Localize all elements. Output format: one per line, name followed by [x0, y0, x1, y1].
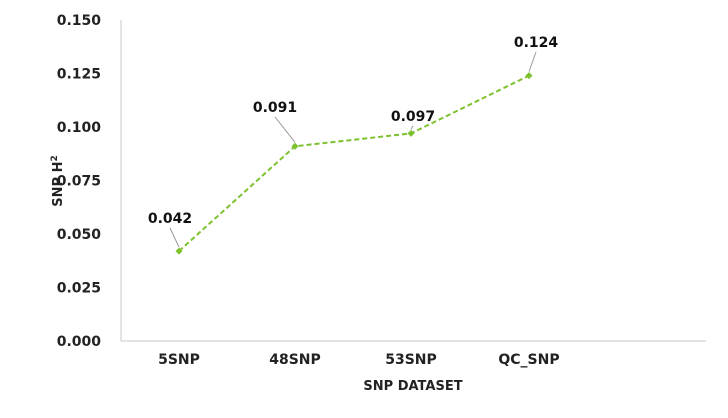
- x-tick-label: QC_SNP: [498, 352, 559, 368]
- data-point-marker: [526, 72, 533, 79]
- y-axis-title-superscript: 2: [50, 155, 60, 161]
- y-tick-label: 0.150: [57, 13, 102, 29]
- y-tick-label: 0.100: [57, 120, 102, 136]
- x-tick-label: 5SNP: [158, 352, 200, 368]
- x-axis: 5SNP 48SNP 53SNP QC_SNP: [121, 341, 706, 368]
- x-axis-title: SNP DATASET: [363, 379, 462, 394]
- data-point-marker: [408, 130, 415, 137]
- data-label: 0.124: [514, 35, 559, 51]
- x-tick-label: 48SNP: [269, 352, 321, 368]
- series-line-group: [176, 72, 533, 254]
- y-axis-title: SNP H2: [50, 155, 66, 206]
- data-label: 0.091: [253, 100, 297, 116]
- y-tick-label: 0.050: [57, 227, 102, 243]
- data-label: 0.097: [391, 109, 435, 125]
- leader-line: [275, 117, 295, 142]
- y-tick-label: 0.125: [57, 67, 101, 83]
- data-label: 0.042: [148, 211, 192, 227]
- series-line: [179, 76, 529, 251]
- data-labels: 0.042 0.091 0.097 0.124: [148, 35, 559, 247]
- leader-line: [170, 228, 179, 247]
- x-tick-label: 53SNP: [385, 352, 437, 368]
- leader-line: [411, 126, 413, 129]
- y-tick-label: 0.025: [57, 281, 101, 297]
- y-tick-label: 0.000: [57, 334, 102, 350]
- y-axis-title-main: SNP H: [51, 162, 66, 207]
- leader-line: [529, 52, 536, 72]
